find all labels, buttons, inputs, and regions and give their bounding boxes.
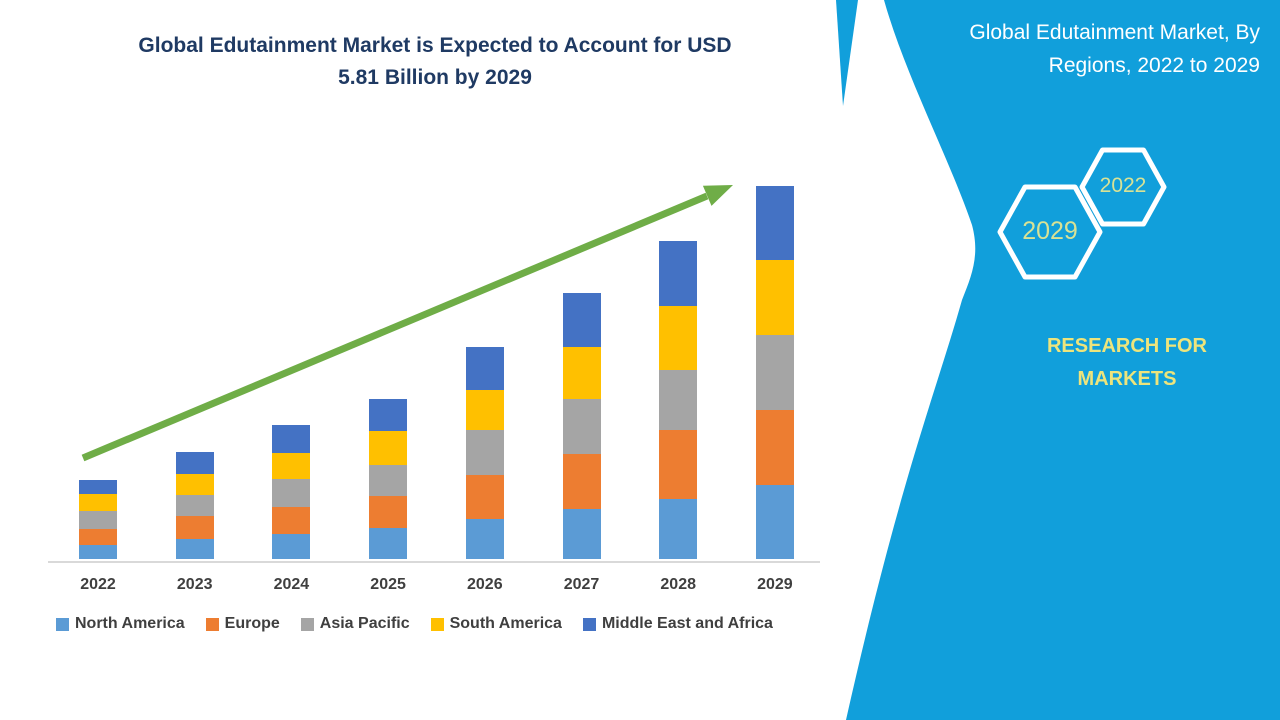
bar-segment-2028-north-america xyxy=(659,499,698,559)
stacked-bar-2023 xyxy=(175,452,214,559)
chart-title: Global Edutainment Market is Expected to… xyxy=(95,30,775,94)
legend-swatch-icon xyxy=(56,617,69,631)
x-axis-label-2028: 2028 xyxy=(660,576,696,593)
stacked-bar-2026 xyxy=(465,347,504,559)
brand-logo-text: RESEARCH FOR MARKETS xyxy=(1027,330,1227,396)
x-axis-label-2024: 2024 xyxy=(273,576,310,593)
legend-label: Asia Pacific xyxy=(319,615,410,632)
bar-segment-2029-asia-pacific xyxy=(755,335,794,411)
bar-segment-2026-south-america xyxy=(465,390,504,431)
bar-segment-2024-europe xyxy=(272,507,311,534)
legend-item-middle-east-and-africa: Middle East and Africa xyxy=(582,615,773,633)
bar-segment-2024-middle-east-and-africa xyxy=(272,424,311,454)
chart-legend: North America Europe Asia Pacific South Ame… xyxy=(56,615,773,633)
legend-item-europe: Europe xyxy=(205,615,280,633)
x-axis-label-2027: 2027 xyxy=(563,576,600,593)
bar-segment-2025-asia-pacific xyxy=(369,465,408,497)
x-axis-line xyxy=(48,561,820,563)
bar-segment-2027-south-america xyxy=(562,346,601,399)
hexagon-2022-outline xyxy=(1079,147,1167,227)
legend-label: Middle East and Africa xyxy=(601,615,773,632)
bar-segment-2026-europe xyxy=(465,474,504,520)
side-panel-sliver-shape xyxy=(836,0,858,106)
side-panel-shape xyxy=(846,0,1280,720)
x-axis-label-2025: 2025 xyxy=(370,576,406,593)
bar-segment-2028-middle-east-and-africa xyxy=(659,240,698,306)
bar-segment-2022-north-america xyxy=(79,544,117,559)
brand-line2: MARKETS xyxy=(1077,368,1177,390)
bar-segment-2025-middle-east-and-africa xyxy=(369,399,408,432)
legend-swatch-icon xyxy=(430,617,444,631)
bar-segment-2026-middle-east-and-africa xyxy=(465,347,504,391)
brand-line1: RESEARCH FOR xyxy=(1046,335,1207,357)
trend-arrow xyxy=(81,185,733,462)
bar-segment-2028-europe xyxy=(659,430,698,500)
legend-label: Europe xyxy=(224,615,280,632)
bar-segment-2022-asia-pacific xyxy=(79,510,117,529)
bar-segment-2027-north-america xyxy=(562,508,601,559)
bar-segment-2026-asia-pacific xyxy=(465,430,504,475)
x-axis-label-2022: 2022 xyxy=(80,576,116,593)
chart-title-line2: 5.81 Billion by 2029 xyxy=(338,66,532,89)
stacked-bar-2025 xyxy=(369,399,408,559)
legend-label: North America xyxy=(75,615,185,632)
side-panel-title-line2: Regions, 2022 to 2029 xyxy=(1048,54,1260,77)
bar-segment-2029-south-america xyxy=(755,259,794,336)
legend-label: South America xyxy=(449,615,562,632)
stacked-bar-2024 xyxy=(272,424,311,559)
hexagon-2029-outline xyxy=(997,184,1103,280)
bar-segment-2026-north-america xyxy=(465,519,504,559)
bar-segment-2022-middle-east-and-africa xyxy=(79,480,117,495)
bar-segment-2028-asia-pacific xyxy=(659,370,698,431)
stacked-bar-2028 xyxy=(659,240,698,559)
stacked-bar-2022 xyxy=(79,480,117,559)
legend-item-asia-pacific: Asia Pacific xyxy=(300,615,410,633)
stacked-bar-2029 xyxy=(755,186,794,559)
bar-segment-2028-south-america xyxy=(659,305,698,371)
bar-segment-2023-middle-east-and-africa xyxy=(175,452,214,474)
bar-segment-2025-north-america xyxy=(369,528,408,559)
bar-segment-2022-europe xyxy=(79,528,117,545)
bar-segment-2029-north-america xyxy=(755,485,794,559)
bar-segment-2027-europe xyxy=(562,453,601,509)
bar-segment-2023-south-america xyxy=(175,473,214,495)
legend-item-north-america: North America xyxy=(56,615,185,633)
bar-segment-2027-middle-east-and-africa xyxy=(562,292,601,347)
legend-swatch-icon xyxy=(205,617,219,631)
bar-segment-2024-south-america xyxy=(272,453,311,479)
x-axis-label-2023: 2023 xyxy=(176,576,213,593)
stacked-bar-2027 xyxy=(562,292,601,559)
bar-segment-2029-middle-east-and-africa xyxy=(755,186,794,260)
bar-segment-2022-south-america xyxy=(79,494,117,511)
bar-segment-2027-asia-pacific xyxy=(562,398,601,454)
bar-chart-plot-area: 2022 2023 2024 2025 2026 2027 2028 2029 xyxy=(79,186,794,593)
hexagon-2022-label: 2022 xyxy=(1099,174,1147,197)
legend-swatch-icon xyxy=(582,617,596,631)
chart-title-line1: Global Edutainment Market is Expected to… xyxy=(138,34,732,57)
legend-swatch-icon xyxy=(300,617,314,631)
legend-item-south-america: South America xyxy=(430,615,562,633)
bar-segment-2025-south-america xyxy=(369,431,408,466)
bar-segment-2023-north-america xyxy=(175,539,214,559)
bar-segment-2023-europe xyxy=(175,516,214,540)
side-panel-title-line1: Global Edutainment Market, By xyxy=(969,21,1260,44)
x-axis-label-2029: 2029 xyxy=(757,576,793,593)
bar-segment-2024-asia-pacific xyxy=(272,478,311,507)
x-axis-label-2026: 2026 xyxy=(467,576,503,593)
bar-segment-2023-asia-pacific xyxy=(175,494,214,517)
hexagon-2029-label: 2029 xyxy=(1022,217,1078,245)
bar-segment-2025-europe xyxy=(369,496,408,529)
bar-segment-2024-north-america xyxy=(272,534,311,559)
bar-segment-2029-europe xyxy=(755,410,794,486)
side-panel-title: Global Edutainment Market, By Regions, 2… xyxy=(910,16,1260,82)
